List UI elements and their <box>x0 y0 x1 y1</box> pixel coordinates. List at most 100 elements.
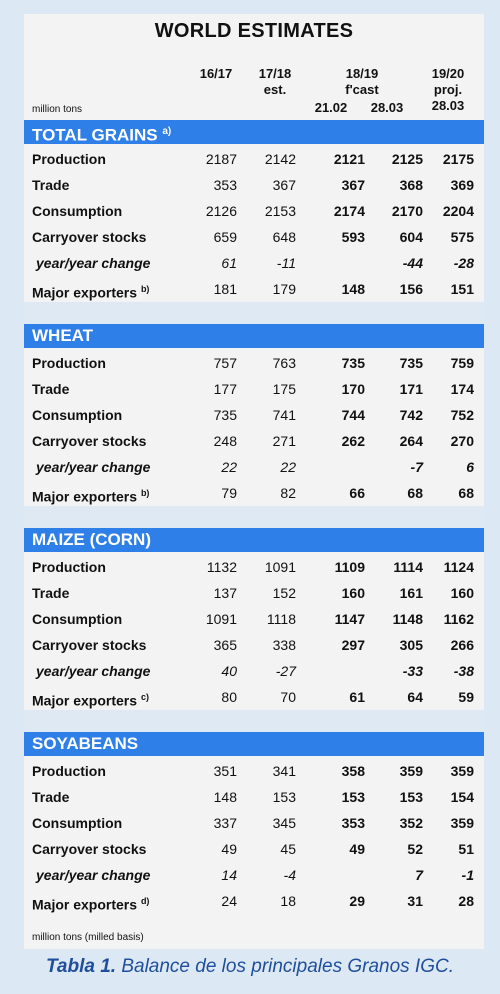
cell-value: 353 <box>213 177 237 193</box>
cell-value: 575 <box>450 229 474 245</box>
cell-value: 359 <box>450 815 474 831</box>
table-row: Major exporters d) 24 18 29 31 28 <box>24 888 484 914</box>
column-header-16-17: 16/17 <box>199 66 233 81</box>
cell-value: 24 <box>221 893 237 909</box>
cell-value: 757 <box>213 355 237 371</box>
row-label-text: Trade <box>32 789 70 805</box>
cell-value: 271 <box>272 433 296 449</box>
row-label-text: Carryover stocks <box>32 229 147 245</box>
cell-value: 79 <box>221 485 237 501</box>
cell-value: 351 <box>213 763 237 779</box>
table-row: year/year change 14 -4 7 -1 <box>24 862 484 888</box>
cell-value: -44 <box>402 255 423 271</box>
cell-value: 744 <box>341 407 365 423</box>
row-label: Consumption <box>32 198 122 224</box>
cell-value: 64 <box>407 689 423 705</box>
cell-value: 170 <box>341 381 365 397</box>
column-header-18-19: 18/19 f'cast <box>345 66 379 97</box>
cell-value: 179 <box>272 281 296 297</box>
cell-value: 1091 <box>205 611 237 627</box>
row-label: Consumption <box>32 402 122 428</box>
table-row: Production 1132 1091 1109 1114 1124 <box>24 554 484 580</box>
row-label-text: Production <box>32 763 106 779</box>
row-label-text: Carryover stocks <box>32 637 147 653</box>
cell-value: 181 <box>213 281 237 297</box>
section-separator <box>24 302 484 324</box>
row-label-text: Production <box>32 559 106 575</box>
cell-value: 151 <box>450 281 474 297</box>
column-header-date-1: 21.02 <box>314 100 348 115</box>
cell-value: 2187 <box>205 151 237 167</box>
cell-value: 1118 <box>266 611 296 627</box>
cell-value: 174 <box>450 381 474 397</box>
section-title: MAIZE (CORN) <box>32 530 151 549</box>
cell-value: 741 <box>272 407 296 423</box>
cell-value: 305 <box>399 637 423 653</box>
row-label: Trade <box>32 376 69 402</box>
row-label-text: Major exporters <box>32 488 138 505</box>
section-header: TOTAL GRAINS a) <box>24 120 484 145</box>
row-label-text: Trade <box>32 585 70 601</box>
row-label-text: year/year change <box>36 255 151 271</box>
row-label-text: Trade <box>32 177 70 193</box>
cell-value: 752 <box>450 407 474 423</box>
cell-value: 264 <box>399 433 423 449</box>
section-separator <box>24 506 484 528</box>
cell-value: 648 <box>272 229 296 245</box>
figure-caption: Tabla 1. Balance de los principales Gran… <box>46 956 454 977</box>
cell-value: 49 <box>221 841 237 857</box>
section-separator <box>24 710 484 732</box>
cell-value: 18 <box>280 893 296 909</box>
cell-value: 368 <box>399 177 423 193</box>
cell-value: 337 <box>213 815 237 831</box>
row-label-text: Major exporters <box>32 284 138 301</box>
row-label-text: year/year change <box>36 459 151 475</box>
cell-value: 68 <box>458 485 474 501</box>
cell-value: 82 <box>280 485 296 501</box>
cell-value: 352 <box>399 815 423 831</box>
cell-value: 262 <box>341 433 365 449</box>
cell-value: 59 <box>458 689 474 705</box>
row-label: Carryover stocks <box>32 836 146 862</box>
row-label: Production <box>32 554 106 580</box>
cell-value: 177 <box>213 381 237 397</box>
row-label: Consumption <box>32 810 122 836</box>
cell-value: -38 <box>453 663 474 679</box>
section-note: a) <box>162 126 172 137</box>
row-label: Major exporters d) <box>32 888 149 918</box>
cell-value: -28 <box>453 255 474 271</box>
cell-value: 248 <box>213 433 237 449</box>
cell-value: 367 <box>272 177 296 193</box>
cell-value: 759 <box>450 355 474 371</box>
table-row: year/year change 22 22 -7 6 <box>24 454 484 480</box>
table-row: Production 351 341 358 359 359 <box>24 758 484 784</box>
table-row: Trade 137 152 160 161 160 <box>24 580 484 606</box>
row-label-text: Carryover stocks <box>32 841 147 857</box>
row-label-text: Carryover stocks <box>32 433 147 449</box>
cell-value: 1124 <box>443 559 474 575</box>
cell-value: 28 <box>458 893 474 909</box>
column-header-17-18: 17/18 est. <box>258 66 292 97</box>
cell-value: 345 <box>272 815 296 831</box>
row-label: year/year change <box>36 454 150 480</box>
row-label-text: Consumption <box>32 815 123 831</box>
row-label-text: year/year change <box>36 867 151 883</box>
cell-value: 358 <box>341 763 365 779</box>
cell-value: 359 <box>399 763 423 779</box>
row-label: Consumption <box>32 606 122 632</box>
row-label: Carryover stocks <box>32 224 146 250</box>
cell-value: -27 <box>275 663 296 679</box>
row-label-text: Consumption <box>32 407 123 423</box>
cell-value: 2170 <box>391 203 423 219</box>
footnote: million tons (milled basis) <box>32 932 144 943</box>
row-label-text: Major exporters <box>32 896 138 913</box>
cell-value: 2174 <box>333 203 365 219</box>
cell-value: 14 <box>221 867 237 883</box>
table-row: Carryover stocks 365 338 297 305 266 <box>24 632 484 658</box>
table-row: Major exporters b) 181 179 148 156 151 <box>24 276 484 302</box>
row-label: Production <box>32 758 106 784</box>
cell-value: 31 <box>407 893 423 909</box>
cell-value: 80 <box>221 689 237 705</box>
row-label-text: year/year change <box>36 663 151 679</box>
cell-value: 365 <box>213 637 237 653</box>
